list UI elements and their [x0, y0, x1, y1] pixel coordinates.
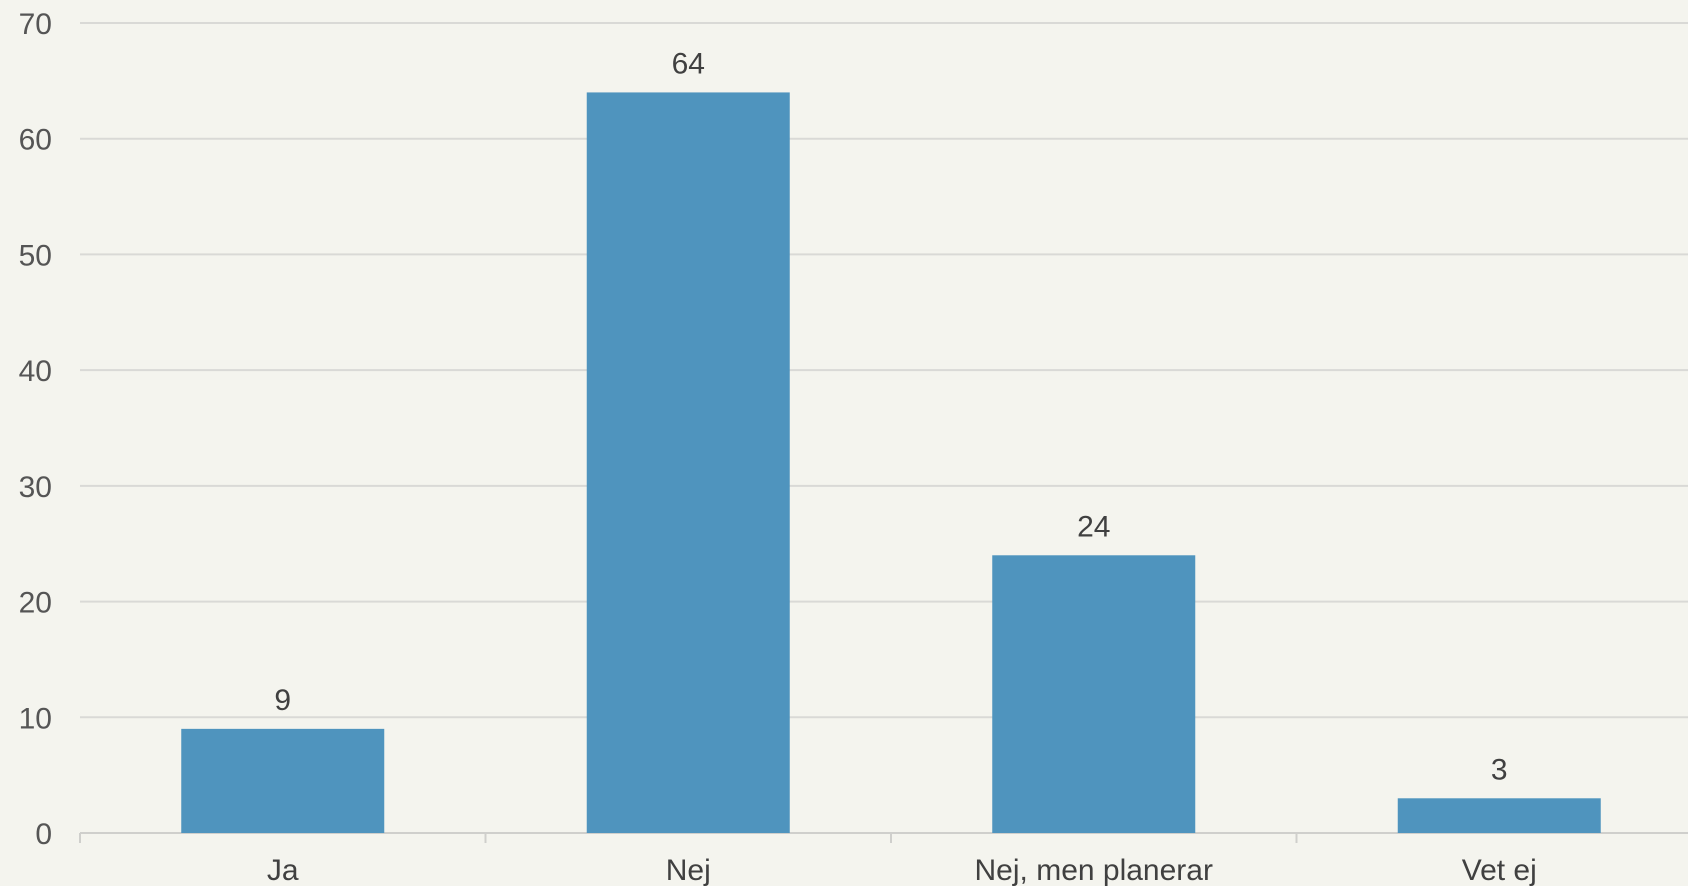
y-tick-label: 50 — [19, 239, 52, 272]
bar — [1397, 798, 1601, 833]
bar — [586, 92, 790, 833]
data-label: 64 — [672, 47, 705, 80]
data-label: 24 — [1077, 510, 1110, 543]
x-category-label: Nej, men planerar — [975, 854, 1213, 886]
y-tick-label: 60 — [19, 124, 52, 157]
y-tick-label: 30 — [19, 471, 52, 504]
x-category-label: Ja — [267, 854, 299, 886]
bar — [992, 555, 1196, 833]
x-category-label: Vet ej — [1462, 854, 1537, 886]
x-axis — [79, 832, 1688, 843]
y-tick-label: 0 — [35, 818, 52, 851]
bars — [181, 92, 1601, 833]
y-tick-label: 70 — [19, 8, 52, 41]
x-category-label: Nej — [666, 854, 711, 886]
y-tick-label: 40 — [19, 355, 52, 388]
bar — [181, 728, 385, 833]
data-label: 3 — [1491, 753, 1508, 786]
gridlines — [80, 22, 1688, 719]
y-tick-label: 10 — [19, 702, 52, 735]
y-tick-label: 20 — [19, 587, 52, 620]
data-label: 9 — [274, 684, 291, 717]
labels: 0 10 20 30 40 50 60 70 9 Ja 64 Nej 24 Nej, men planer… — [19, 8, 1537, 886]
